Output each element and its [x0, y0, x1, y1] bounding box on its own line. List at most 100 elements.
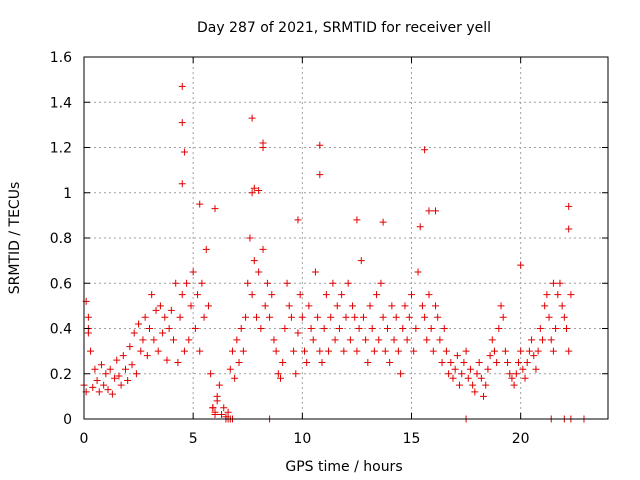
data-point	[421, 313, 429, 321]
data-point	[466, 365, 474, 373]
data-point	[242, 313, 250, 321]
data-point	[510, 381, 518, 389]
data-point	[207, 370, 215, 378]
data-point	[434, 313, 442, 321]
data-point	[316, 141, 324, 149]
data-point	[250, 257, 258, 265]
data-point	[338, 291, 346, 299]
y-tick-label: 0	[63, 412, 72, 428]
data-point	[521, 374, 529, 382]
data-point	[432, 302, 440, 310]
data-point	[364, 358, 372, 366]
data-points	[80, 82, 588, 423]
data-point	[565, 202, 573, 210]
data-point	[301, 347, 309, 355]
data-point	[558, 302, 566, 310]
data-point	[545, 313, 553, 321]
data-point	[484, 365, 492, 373]
data-point	[314, 313, 322, 321]
data-point	[563, 325, 571, 332]
data-point	[394, 347, 402, 355]
data-point	[135, 320, 143, 328]
data-point	[379, 313, 387, 321]
data-point	[231, 374, 239, 382]
data-point	[84, 313, 92, 321]
chart-title: Day 287 of 2021, SRMTID for receiver yel…	[197, 20, 491, 36]
y-axis-label: SRMTID / TECUs	[7, 182, 23, 295]
data-point	[541, 302, 549, 310]
data-point	[272, 347, 280, 355]
data-point	[423, 336, 431, 344]
data-point	[543, 291, 551, 299]
data-point	[283, 279, 291, 287]
data-point	[325, 347, 333, 355]
data-point	[508, 374, 516, 382]
data-point	[477, 374, 485, 382]
data-point	[501, 347, 509, 355]
data-point	[460, 358, 468, 366]
data-point	[469, 381, 477, 389]
data-point	[410, 347, 418, 355]
data-point	[268, 291, 276, 299]
data-point	[128, 361, 136, 369]
data-point	[244, 279, 252, 287]
data-point	[87, 347, 95, 355]
data-point	[185, 336, 193, 344]
data-point	[111, 374, 119, 382]
data-point	[226, 365, 234, 373]
data-point	[235, 358, 243, 366]
data-point	[403, 336, 411, 344]
data-point	[172, 279, 180, 287]
data-point	[340, 347, 348, 355]
data-point	[305, 302, 313, 310]
y-tick-label: 1	[63, 186, 72, 202]
data-point	[161, 313, 169, 321]
data-point	[549, 347, 557, 355]
data-point	[170, 336, 178, 344]
x-tick-label: 20	[512, 431, 530, 447]
data-point	[285, 302, 293, 310]
data-point	[342, 313, 350, 321]
data-point	[379, 218, 387, 226]
data-point	[248, 114, 256, 122]
data-point	[355, 325, 363, 332]
data-point	[383, 325, 391, 332]
data-point	[143, 352, 151, 360]
data-point	[456, 381, 464, 389]
data-point	[388, 302, 396, 310]
data-point	[418, 302, 426, 310]
data-point	[390, 336, 398, 344]
data-point	[362, 336, 370, 344]
data-point	[425, 207, 433, 215]
data-point	[218, 410, 226, 418]
data-point	[209, 404, 217, 412]
data-point	[517, 261, 525, 269]
data-point	[159, 329, 167, 337]
data-point	[480, 392, 488, 400]
data-point	[536, 325, 544, 332]
data-point	[490, 347, 498, 355]
data-point	[255, 186, 263, 194]
data-point	[303, 358, 311, 366]
data-point	[344, 279, 352, 287]
data-point	[329, 279, 337, 287]
data-point	[351, 313, 359, 321]
data-point	[165, 325, 173, 332]
data-point	[381, 347, 389, 355]
data-point	[320, 325, 328, 332]
data-point	[174, 358, 182, 366]
data-point	[532, 365, 540, 373]
data-point	[405, 313, 413, 321]
data-point	[386, 358, 394, 366]
data-point	[442, 347, 450, 355]
data-point	[213, 397, 221, 405]
data-point	[180, 347, 188, 355]
data-point	[202, 245, 210, 253]
data-point	[525, 347, 533, 355]
data-point	[451, 365, 459, 373]
data-point	[349, 302, 357, 310]
data-point	[438, 358, 446, 366]
data-point	[266, 313, 274, 321]
y-tick-label: 0.8	[50, 231, 72, 247]
data-point	[353, 347, 361, 355]
